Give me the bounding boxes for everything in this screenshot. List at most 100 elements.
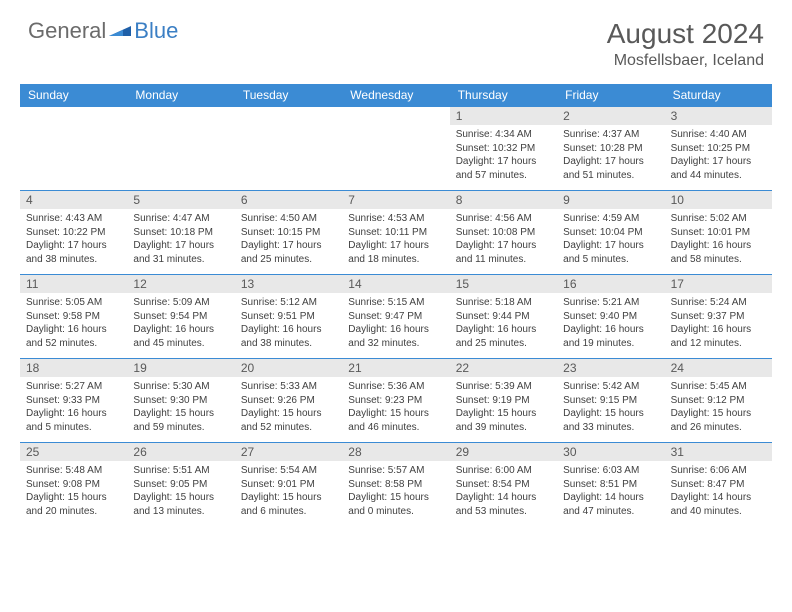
calendar-grid: SundayMondayTuesdayWednesdayThursdayFrid… (20, 84, 772, 526)
date-number: 26 (127, 443, 234, 461)
logo-flag-icon (109, 22, 131, 40)
day-cell: 20 Sunrise: 5:33 AMSunset: 9:26 PMDayligh… (235, 358, 342, 442)
day-details: Sunrise: 4:34 AMSunset: 10:32 PMDaylight… (456, 128, 551, 182)
date-number: 19 (127, 359, 234, 377)
day-details: Sunrise: 5:02 AMSunset: 10:01 PMDaylight… (671, 212, 766, 266)
date-number: 29 (450, 443, 557, 461)
date-number: 11 (20, 275, 127, 293)
day-header-friday: Friday (557, 84, 664, 106)
day-details: Sunrise: 4:47 AMSunset: 10:18 PMDaylight… (133, 212, 228, 266)
empty-cell (342, 106, 449, 190)
week-row: 18 Sunrise: 5:27 AMSunset: 9:33 PMDayligh… (20, 358, 772, 442)
day-cell: 25Sunrise: 5:48 AMSunset: 9:08 PMDayligh… (20, 442, 127, 526)
day-details: Sunrise: 4:56 AMSunset: 10:08 PMDaylight… (456, 212, 551, 266)
date-number: 9 (557, 191, 664, 209)
day-cell: 17 Sunrise: 5:24 AMSunset: 9:37 PMDayligh… (665, 274, 772, 358)
date-number: 14 (342, 275, 449, 293)
day-details: Sunrise: 5:51 AMSunset: 9:05 PMDaylight:… (133, 464, 228, 518)
day-cell: 23 Sunrise: 5:42 AMSunset: 9:15 PMDayligh… (557, 358, 664, 442)
day-details: Sunrise: 5:24 AMSunset: 9:37 PMDaylight:… (671, 296, 766, 350)
day-details: Sunrise: 6:03 AMSunset: 8:51 PMDaylight:… (563, 464, 658, 518)
week-row: 4 Sunrise: 4:43 AMSunset: 10:22 PMDayligh… (20, 190, 772, 274)
date-number: 15 (450, 275, 557, 293)
day-details: Sunrise: 5:39 AMSunset: 9:19 PMDaylight:… (456, 380, 551, 434)
day-cell: 1 Sunrise: 4:34 AMSunset: 10:32 PMDayligh… (450, 106, 557, 190)
empty-cell (20, 106, 127, 190)
date-number: 6 (235, 191, 342, 209)
date-number: 2 (557, 107, 664, 125)
day-details: Sunrise: 5:36 AMSunset: 9:23 PMDaylight:… (348, 380, 443, 434)
day-cell: 29 Sunrise: 6:00 AMSunset: 8:54 PMDayligh… (450, 442, 557, 526)
day-cell: 18 Sunrise: 5:27 AMSunset: 9:33 PMDayligh… (20, 358, 127, 442)
day-details: Sunrise: 6:00 AMSunset: 8:54 PMDaylight:… (456, 464, 551, 518)
day-cell: 9 Sunrise: 4:59 AMSunset: 10:04 PMDayligh… (557, 190, 664, 274)
day-header-monday: Monday (127, 84, 234, 106)
day-cell: 12 Sunrise: 5:09 AMSunset: 9:54 PMDayligh… (127, 274, 234, 358)
date-number: 20 (235, 359, 342, 377)
day-cell: 6 Sunrise: 4:50 AMSunset: 10:15 PMDayligh… (235, 190, 342, 274)
date-number: 24 (665, 359, 772, 377)
day-details: Sunrise: 5:45 AMSunset: 9:12 PMDaylight:… (671, 380, 766, 434)
day-cell: 5Sunrise: 4:47 AMSunset: 10:18 PMDayligh… (127, 190, 234, 274)
date-number: 17 (665, 275, 772, 293)
day-details: Sunrise: 4:59 AMSunset: 10:04 PMDaylight… (563, 212, 658, 266)
date-number: 8 (450, 191, 557, 209)
date-number: 3 (665, 107, 772, 125)
day-cell: 26 Sunrise: 5:51 AMSunset: 9:05 PMDayligh… (127, 442, 234, 526)
day-details: Sunrise: 5:12 AMSunset: 9:51 PMDaylight:… (241, 296, 336, 350)
day-cell: 27Sunrise: 5:54 AMSunset: 9:01 PMDayligh… (235, 442, 342, 526)
day-details: Sunrise: 6:06 AMSunset: 8:47 PMDaylight:… (671, 464, 766, 518)
day-cell: 30 Sunrise: 6:03 AMSunset: 8:51 PMDayligh… (557, 442, 664, 526)
day-header-tuesday: Tuesday (235, 84, 342, 106)
empty-cell (235, 106, 342, 190)
date-number: 4 (20, 191, 127, 209)
day-header-wednesday: Wednesday (342, 84, 449, 106)
week-row: 25Sunrise: 5:48 AMSunset: 9:08 PMDayligh… (20, 442, 772, 526)
day-cell: 4 Sunrise: 4:43 AMSunset: 10:22 PMDayligh… (20, 190, 127, 274)
location-name: Mosfellsbaer, Iceland (607, 52, 764, 70)
day-details: Sunrise: 4:43 AMSunset: 10:22 PMDaylight… (26, 212, 121, 266)
date-number: 21 (342, 359, 449, 377)
day-header-row: SundayMondayTuesdayWednesdayThursdayFrid… (20, 84, 772, 106)
date-number: 12 (127, 275, 234, 293)
day-cell: 21 Sunrise: 5:36 AMSunset: 9:23 PMDayligh… (342, 358, 449, 442)
date-number: 13 (235, 275, 342, 293)
date-number: 28 (342, 443, 449, 461)
day-header-sunday: Sunday (20, 84, 127, 106)
week-row: 11 Sunrise: 5:05 AMSunset: 9:58 PMDayligh… (20, 274, 772, 358)
date-number: 18 (20, 359, 127, 377)
date-number: 23 (557, 359, 664, 377)
date-number: 7 (342, 191, 449, 209)
date-number: 1 (450, 107, 557, 125)
day-details: Sunrise: 5:15 AMSunset: 9:47 PMDaylight:… (348, 296, 443, 350)
day-cell: 16 Sunrise: 5:21 AMSunset: 9:40 PMDayligh… (557, 274, 664, 358)
day-details: Sunrise: 4:50 AMSunset: 10:15 PMDaylight… (241, 212, 336, 266)
day-cell: 31Sunrise: 6:06 AMSunset: 8:47 PMDayligh… (665, 442, 772, 526)
day-details: Sunrise: 5:27 AMSunset: 9:33 PMDaylight:… (26, 380, 121, 434)
brand-logo: General Blue (28, 18, 178, 44)
day-cell: 3 Sunrise: 4:40 AMSunset: 10:25 PMDayligh… (665, 106, 772, 190)
weeks-container: 1 Sunrise: 4:34 AMSunset: 10:32 PMDayligh… (20, 106, 772, 526)
day-cell: 14 Sunrise: 5:15 AMSunset: 9:47 PMDayligh… (342, 274, 449, 358)
day-cell: 19 Sunrise: 5:30 AMSunset: 9:30 PMDayligh… (127, 358, 234, 442)
day-cell: 22Sunrise: 5:39 AMSunset: 9:19 PMDayligh… (450, 358, 557, 442)
date-number: 16 (557, 275, 664, 293)
date-number: 10 (665, 191, 772, 209)
day-cell: 24 Sunrise: 5:45 AMSunset: 9:12 PMDayligh… (665, 358, 772, 442)
day-details: Sunrise: 5:57 AMSunset: 8:58 PMDaylight:… (348, 464, 443, 518)
day-cell: 7Sunrise: 4:53 AMSunset: 10:11 PMDayligh… (342, 190, 449, 274)
day-details: Sunrise: 5:21 AMSunset: 9:40 PMDaylight:… (563, 296, 658, 350)
day-details: Sunrise: 5:05 AMSunset: 9:58 PMDaylight:… (26, 296, 121, 350)
date-number: 27 (235, 443, 342, 461)
title-block: August 2024 Mosfellsbaer, Iceland (607, 18, 764, 70)
day-details: Sunrise: 5:30 AMSunset: 9:30 PMDaylight:… (133, 380, 228, 434)
day-details: Sunrise: 4:40 AMSunset: 10:25 PMDaylight… (671, 128, 766, 182)
day-details: Sunrise: 4:37 AMSunset: 10:28 PMDaylight… (563, 128, 658, 182)
day-details: Sunrise: 5:42 AMSunset: 9:15 PMDaylight:… (563, 380, 658, 434)
day-cell: 2 Sunrise: 4:37 AMSunset: 10:28 PMDayligh… (557, 106, 664, 190)
page-header: General Blue August 2024 Mosfellsbaer, I… (0, 0, 792, 78)
day-details: Sunrise: 5:33 AMSunset: 9:26 PMDaylight:… (241, 380, 336, 434)
day-details: Sunrise: 5:09 AMSunset: 9:54 PMDaylight:… (133, 296, 228, 350)
day-details: Sunrise: 5:18 AMSunset: 9:44 PMDaylight:… (456, 296, 551, 350)
date-number: 30 (557, 443, 664, 461)
